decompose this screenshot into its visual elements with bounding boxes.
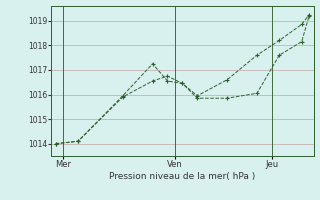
X-axis label: Pression niveau de la mer( hPa ): Pression niveau de la mer( hPa ) <box>109 172 256 181</box>
